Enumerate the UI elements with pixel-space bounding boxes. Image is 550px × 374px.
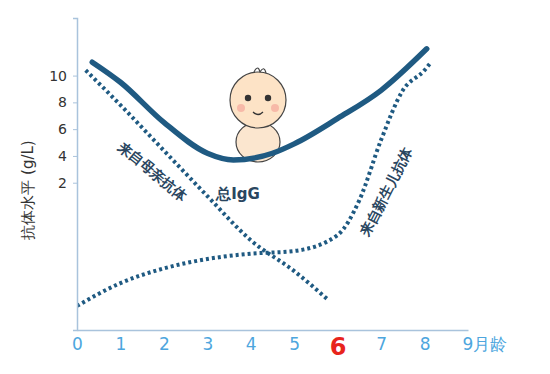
x-tick-label: 4 [246, 334, 257, 354]
x-tick: 0 [72, 330, 83, 354]
y-tick-label: 10 [49, 68, 67, 84]
y-tick-label: 2 [58, 175, 67, 191]
x-tick: 6 [330, 330, 347, 361]
x-tick: 4 [246, 330, 257, 354]
x-tick-label: 6 [330, 333, 347, 361]
y-tick-label: 6 [58, 121, 67, 137]
x-axis-line [78, 330, 469, 332]
x-tick-label: 2 [159, 334, 170, 354]
y-tick: 6 [58, 121, 77, 137]
baby-icon [230, 68, 286, 162]
y-axis-title: 抗体水平 (g/L) [19, 140, 37, 239]
y-tick-mark [73, 183, 77, 184]
y-axis-line [73, 19, 78, 331]
y-tick: 2 [58, 175, 77, 191]
x-tick: 9月龄 [463, 330, 508, 354]
y-tick-label: 8 [58, 94, 67, 110]
y-tick-mark [73, 102, 77, 103]
y-tick-mark [73, 76, 77, 77]
x-axis: 0 1 2 3 4 5 6 7 8 9月龄 [72, 330, 507, 361]
chart: 0 1 2 3 4 5 6 7 8 9月龄 2 4 6 8 10 抗体水平 (g/L) 总IgG 来自母亲抗体 来自… [0, 0, 550, 374]
y-tick: 8 [58, 94, 77, 110]
y-tick-mark [73, 129, 77, 130]
x-tick-label: 3 [202, 334, 213, 354]
baby-mouth [253, 112, 263, 115]
series-line [92, 49, 427, 160]
x-tick: 2 [159, 330, 170, 354]
series-label: 总IgG [215, 185, 260, 203]
y-tick: 10 [49, 68, 77, 84]
y-tick-mark [73, 156, 77, 157]
baby-eye [265, 95, 271, 101]
y-tick: 4 [58, 148, 77, 164]
baby-cheek [237, 104, 245, 112]
series-label: 来自母亲抗体 [114, 138, 191, 205]
baby-cheek [271, 104, 279, 112]
baby-eye [245, 95, 251, 101]
x-tick-label: 5 [289, 334, 300, 354]
x-tick-label: 8 [420, 334, 431, 354]
x-tick-label: 7 [376, 334, 387, 354]
x-tick-label: 0 [72, 334, 83, 354]
x-tick-label: 9月龄 [463, 334, 508, 354]
series-line [86, 70, 329, 300]
y-axis: 2 4 6 8 10 [49, 19, 77, 331]
series-line [77, 62, 431, 306]
x-tick-label: 1 [116, 334, 127, 354]
x-tick: 7 [376, 330, 387, 354]
y-tick-label: 4 [58, 148, 67, 164]
x-tick: 5 [289, 330, 300, 354]
series-label: 来自新生儿抗体 [356, 143, 416, 239]
plot-area [77, 49, 431, 306]
x-tick: 8 [420, 330, 431, 354]
baby-hair [254, 68, 266, 73]
x-tick: 1 [116, 330, 127, 354]
x-tick: 3 [202, 330, 213, 354]
baby-head [230, 72, 286, 128]
